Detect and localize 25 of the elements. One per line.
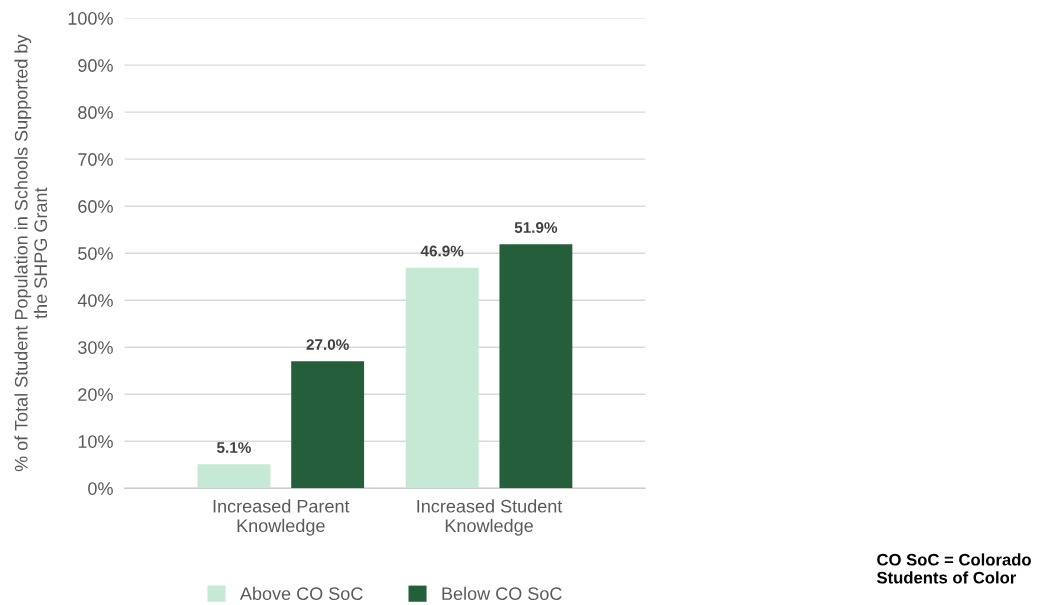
bar: [197, 464, 271, 489]
data-label: 51.9%: [514, 222, 558, 233]
y-tick-label: 90%: [78, 59, 113, 72]
y-tick-label: 70%: [78, 153, 113, 166]
y-tick-label: 100%: [68, 12, 113, 25]
y-axis-title: % of Total Student Population in Schools Supported by the SHPG Grant: [14, 34, 48, 472]
y-tick-label: 10%: [78, 435, 113, 448]
y-tick-label: 30%: [78, 341, 113, 354]
text: CO SoC = Colorado Students of Color: [876, 553, 1031, 584]
x-tick-label: Increased Student Knowledge: [417, 499, 563, 536]
legend-label: Above CO SoC: [239, 586, 363, 601]
y-tick-label: 80%: [78, 106, 113, 119]
x-tick-label: Increased Parent Knowledge: [213, 499, 350, 536]
data-label: 27.0%: [306, 339, 349, 350]
data-label: 5.1%: [217, 442, 251, 453]
y-tick-label: 40%: [77, 294, 113, 307]
y-tick-label: 60%: [78, 200, 113, 213]
legend-label: Below CO SoC: [442, 586, 562, 601]
bar: [291, 361, 365, 489]
y-tick-label: 0%: [88, 482, 113, 495]
data-label: 46.9%: [420, 245, 464, 257]
y-tick-label: 50%: [78, 247, 113, 260]
bar: [499, 244, 573, 489]
bar: [405, 267, 479, 489]
y-tick-label: 20%: [78, 388, 113, 401]
